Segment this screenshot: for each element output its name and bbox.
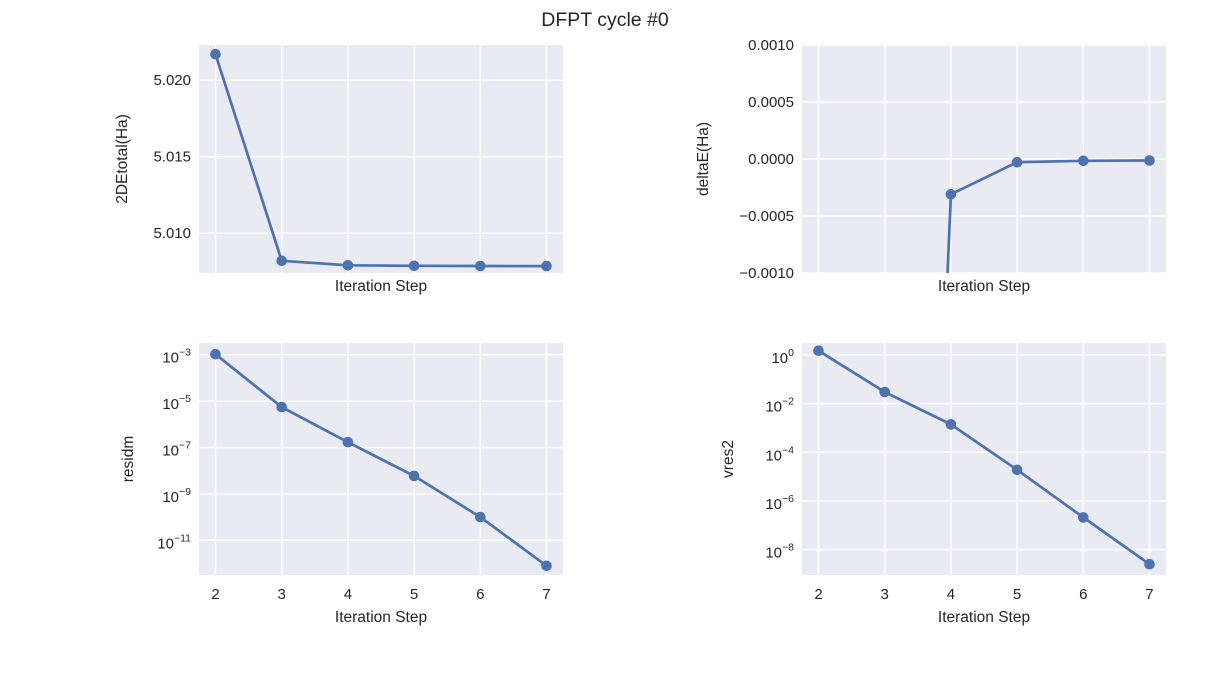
y-tick-label: 0.0005 [748, 94, 794, 111]
gridlines [199, 343, 563, 575]
data-point [1078, 155, 1089, 167]
x-tick-label: 4 [947, 586, 955, 603]
data-point [541, 560, 552, 572]
subplot-2detotal: 5.010 5.015 5.020 Iteration Step 2DEtotal(Ha… [114, 45, 563, 295]
y-tick-label: 5.020 [153, 72, 191, 89]
x-tick-label: 7 [1145, 586, 1153, 603]
figure-title: DFPT cycle #0 [541, 9, 669, 31]
data-point [210, 48, 221, 60]
data-line [214, 52, 548, 268]
x-tick-label: 6 [476, 586, 484, 603]
x-tick-label: 2 [814, 586, 822, 603]
y-axis-label: residm [120, 436, 137, 483]
x-tick-label: 4 [344, 586, 352, 603]
x-tick-label: 2 [211, 586, 219, 603]
x-tick-label: 5 [1013, 586, 1021, 603]
plot-area [802, 343, 1166, 575]
data-point [813, 345, 824, 357]
y-axis-label: deltaE(Ha) [695, 122, 712, 196]
y-tick-label: 5.010 [153, 225, 191, 242]
y-axis-label: vres2 [720, 440, 737, 478]
data-series [813, 345, 1155, 570]
y-tick-label: 10−11 [157, 532, 191, 552]
y-tick-label: 10−3 [162, 347, 191, 367]
x-axis-label: Iteration Step [335, 278, 427, 295]
data-point [1144, 155, 1155, 166]
data-point [945, 189, 957, 200]
x-axis-label: Iteration Step [938, 609, 1030, 626]
data-point [1078, 512, 1089, 523]
y-tick-label: 10−2 [765, 396, 794, 416]
data-point [475, 511, 486, 523]
data-line [817, 349, 1151, 566]
data-point [408, 260, 420, 272]
y-tick-label: 100 [771, 347, 794, 367]
data-point [1144, 558, 1155, 570]
y-tick-label: −0.0005 [739, 208, 794, 225]
data-series [210, 348, 552, 572]
y-tick-label: 10−5 [162, 393, 191, 413]
y-tick-label: 5.015 [153, 149, 191, 166]
data-point [210, 348, 221, 360]
data-point [541, 260, 552, 272]
plot-area [199, 45, 563, 273]
gridlines [199, 45, 563, 273]
x-tick-label: 3 [881, 586, 889, 603]
data-series [945, 155, 1155, 273]
data-point [342, 260, 354, 271]
x-tick-label: 6 [1079, 586, 1087, 603]
data-point [276, 255, 288, 267]
x-tick-label: 7 [542, 586, 550, 603]
data-line [214, 352, 548, 568]
x-tick-label: 5 [410, 586, 418, 603]
data-point [945, 419, 957, 430]
y-tick-label: 10−8 [765, 542, 794, 562]
subplot-vres2: 100 10−2 10−4 10−6 10−8 2 3 4 5 6 7 Iteration Step v… [720, 343, 1166, 626]
y-axis-label: 2DEtotal(Ha) [114, 114, 131, 204]
data-point [879, 386, 890, 398]
x-axis-label: Iteration Step [938, 278, 1030, 295]
data-point [475, 260, 486, 272]
x-axis-label: Iteration Step [335, 609, 427, 626]
y-tick-label: 10−4 [765, 444, 794, 464]
data-point [408, 470, 420, 482]
gridlines [802, 343, 1166, 575]
y-tick-label: 0.0000 [748, 151, 794, 168]
data-point [1011, 464, 1023, 476]
data-series [210, 48, 552, 272]
data-point [276, 401, 288, 413]
y-tick-label: 10−6 [765, 493, 794, 513]
y-tick-label: −0.0010 [739, 265, 794, 282]
subplot-residm: 10−3 10−5 10−7 10−9 10−11 2 3 4 5 6 7 Iteration Ste… [120, 343, 563, 626]
y-tick-label: 10−9 [162, 486, 191, 506]
y-tick-label: 0.0010 [748, 37, 794, 54]
data-point [342, 436, 354, 448]
data-point [1011, 156, 1023, 168]
subplot-deltae: −0.0010 −0.0005 0.0000 0.0005 0.0010 Iteratio… [695, 37, 1166, 295]
y-tick-label: 10−7 [162, 440, 191, 460]
x-tick-label: 3 [278, 586, 286, 603]
